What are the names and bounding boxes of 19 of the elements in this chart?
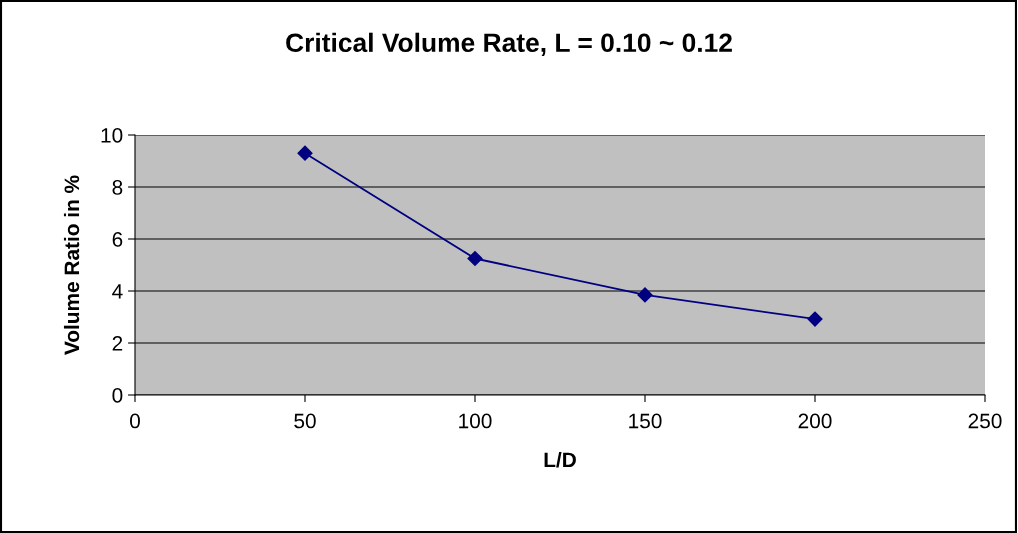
- x-tick-label: 250: [968, 413, 1002, 429]
- x-axis-title: L/D: [544, 451, 576, 468]
- y-tick-label: 0: [112, 388, 123, 403]
- y-axis-title: Volume Ratio in %: [63, 175, 80, 355]
- point: [467, 250, 483, 267]
- x-tick-label: 200: [798, 413, 832, 429]
- point: [637, 287, 653, 303]
- x-tick-label: 50: [294, 413, 316, 429]
- y-tick-label: 2: [112, 336, 123, 351]
- y-tick-label: 6: [112, 232, 123, 247]
- chart-title: Critical Volume Rate, L = 0.10 ~ 0.12: [286, 32, 732, 56]
- x-tick-label: 0: [130, 413, 140, 429]
- point: [297, 145, 313, 161]
- y-tick-label: 8: [112, 180, 123, 195]
- point: [807, 311, 823, 327]
- x-tick-label: 150: [629, 413, 662, 429]
- x-tick-label: 100: [459, 413, 492, 429]
- y-tick-label: 4: [112, 284, 123, 299]
- y-tick-label: 10: [101, 128, 123, 143]
